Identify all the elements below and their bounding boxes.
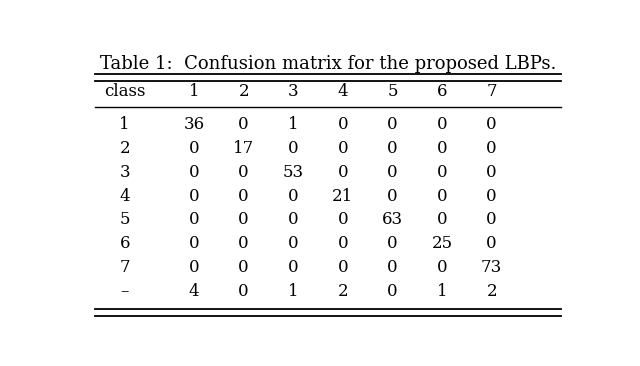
Text: 0: 0 [288, 235, 299, 252]
Text: 0: 0 [337, 212, 348, 228]
Text: 0: 0 [189, 164, 200, 181]
Text: 7: 7 [486, 83, 497, 100]
Text: 1: 1 [288, 116, 299, 133]
Text: 0: 0 [436, 164, 447, 181]
Text: 2: 2 [119, 140, 130, 157]
Text: 0: 0 [238, 212, 249, 228]
Text: 0: 0 [189, 259, 200, 276]
Text: 2: 2 [238, 83, 249, 100]
Text: 0: 0 [387, 283, 398, 300]
Text: 25: 25 [431, 235, 452, 252]
Text: 3: 3 [288, 83, 299, 100]
Text: 0: 0 [238, 188, 249, 205]
Text: 0: 0 [288, 140, 299, 157]
Text: 0: 0 [387, 259, 398, 276]
Text: 0: 0 [238, 259, 249, 276]
Text: 0: 0 [288, 259, 299, 276]
Text: 2: 2 [486, 283, 497, 300]
Text: 0: 0 [436, 116, 447, 133]
Text: 0: 0 [337, 140, 348, 157]
Text: 0: 0 [189, 140, 200, 157]
Text: 17: 17 [233, 140, 254, 157]
Text: 1: 1 [119, 116, 130, 133]
Text: 0: 0 [337, 164, 348, 181]
Text: 0: 0 [238, 164, 249, 181]
Text: 21: 21 [332, 188, 353, 205]
Text: 6: 6 [120, 235, 130, 252]
Text: 5: 5 [387, 83, 397, 100]
Text: 0: 0 [387, 164, 398, 181]
Text: 0: 0 [337, 259, 348, 276]
Text: 36: 36 [184, 116, 205, 133]
Text: 6: 6 [437, 83, 447, 100]
Text: 0: 0 [337, 235, 348, 252]
Text: 4: 4 [119, 188, 130, 205]
Text: 0: 0 [486, 188, 497, 205]
Text: 4: 4 [189, 283, 200, 300]
Text: 5: 5 [120, 212, 130, 228]
Text: 1: 1 [436, 283, 447, 300]
Text: 0: 0 [189, 235, 200, 252]
Text: 7: 7 [119, 259, 130, 276]
Text: 1: 1 [189, 83, 200, 100]
Text: 1: 1 [288, 283, 299, 300]
Text: 0: 0 [486, 212, 497, 228]
Text: class: class [104, 83, 145, 100]
Text: 0: 0 [238, 283, 249, 300]
Text: 0: 0 [387, 188, 398, 205]
Text: 0: 0 [486, 164, 497, 181]
Text: –: – [120, 283, 129, 300]
Text: 0: 0 [387, 140, 398, 157]
Text: 0: 0 [486, 116, 497, 133]
Text: 73: 73 [481, 259, 502, 276]
Text: 0: 0 [387, 116, 398, 133]
Text: 0: 0 [436, 259, 447, 276]
Text: 0: 0 [436, 188, 447, 205]
Text: 0: 0 [337, 116, 348, 133]
Text: 0: 0 [436, 140, 447, 157]
Text: 0: 0 [238, 235, 249, 252]
Text: 0: 0 [436, 212, 447, 228]
Text: 0: 0 [189, 212, 200, 228]
Text: 0: 0 [288, 188, 299, 205]
Text: 4: 4 [337, 83, 348, 100]
Text: 0: 0 [189, 188, 200, 205]
Text: 0: 0 [288, 212, 299, 228]
Text: 0: 0 [486, 140, 497, 157]
Text: 53: 53 [283, 164, 304, 181]
Text: 0: 0 [486, 235, 497, 252]
Text: 0: 0 [238, 116, 249, 133]
Text: Table 1:  Confusion matrix for the proposed LBPs.: Table 1: Confusion matrix for the propos… [100, 55, 556, 73]
Text: 0: 0 [387, 235, 398, 252]
Text: 3: 3 [119, 164, 130, 181]
Text: 63: 63 [382, 212, 403, 228]
Text: 2: 2 [337, 283, 348, 300]
